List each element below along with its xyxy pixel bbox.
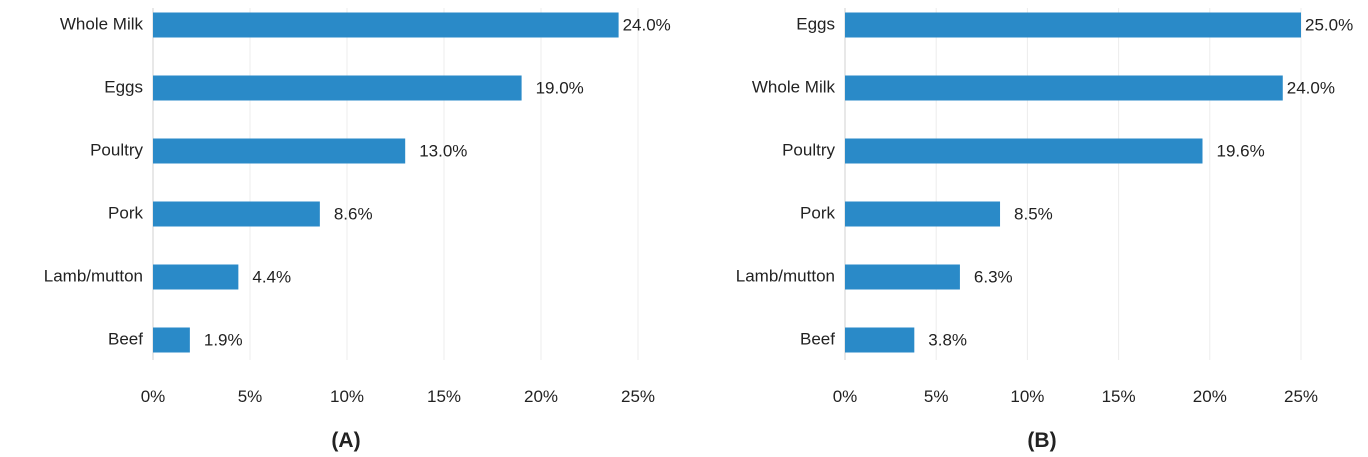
panel-a-x-tick-label: 25% [621,387,655,406]
panel-b-category-label: Poultry [782,140,835,159]
panel-b-data-label: 3.8% [928,330,967,349]
panel-b-data-label: 25.0% [1305,15,1353,34]
panel-b-data-label: 6.3% [974,267,1013,286]
panel-a-bar [153,201,320,227]
panel-b-bar [845,264,960,290]
panel-b-bar [845,12,1301,38]
panel-b-data-label: 8.5% [1014,204,1053,223]
panel-b-category-label: Eggs [796,14,835,33]
panel-a-category-label: Beef [108,329,143,348]
panel-b-x-tick-label: 25% [1284,387,1318,406]
panel-b-bar [845,201,1001,227]
panel-b-x-tick-label: 15% [1102,387,1136,406]
panel-a-data-label: 19.0% [536,78,584,97]
panel-b-x-tick-label: 20% [1193,387,1227,406]
panel-a-bar [153,75,522,101]
panel-b-label: (B) [1027,429,1056,452]
panel-b-x-tick-label: 0% [833,387,858,406]
panel-b-category-label: Whole Milk [752,77,836,96]
panel-a-data-label: 4.4% [252,267,291,286]
panel-a-category-label: Whole Milk [60,14,144,33]
panel-b-bar [845,75,1283,101]
panel-b-category-label: Beef [800,329,835,348]
panel-a-category-label: Lamb/mutton [44,266,143,285]
panel-a-data-label: 1.9% [204,330,243,349]
panel-b-category-label: Lamb/mutton [736,266,835,285]
panel-a-x-tick-label: 5% [238,387,263,406]
panel-a-category-label: Eggs [104,77,143,96]
panel-a-x-tick-label: 10% [330,387,364,406]
panel-a-data-label: 13.0% [419,141,467,160]
panel-a-data-label: 8.6% [334,204,373,223]
panel-a-bar [153,264,239,290]
panel-a-bar [153,138,406,164]
panel-b-bar [845,327,915,353]
panel-b-x-tick-label: 10% [1010,387,1044,406]
panel-b-data-label: 19.6% [1217,141,1265,160]
panel-b-data-label: 24.0% [1287,78,1335,97]
panel-b-x-tick-label: 5% [924,387,949,406]
panel-a-category-label: Pork [108,203,143,222]
panel-a-data-label: 24.0% [623,15,671,34]
panel-a-label: (A) [331,429,360,452]
panel-a-x-tick-label: 0% [141,387,166,406]
panel-b-category-label: Pork [800,203,835,222]
panel-a-x-tick-label: 20% [524,387,558,406]
panel-a-bar [153,327,190,353]
panel-a-bar [153,12,619,38]
panel-b-bar [845,138,1203,164]
panel-a-x-tick-label: 15% [427,387,461,406]
panel-a-category-label: Poultry [90,140,143,159]
